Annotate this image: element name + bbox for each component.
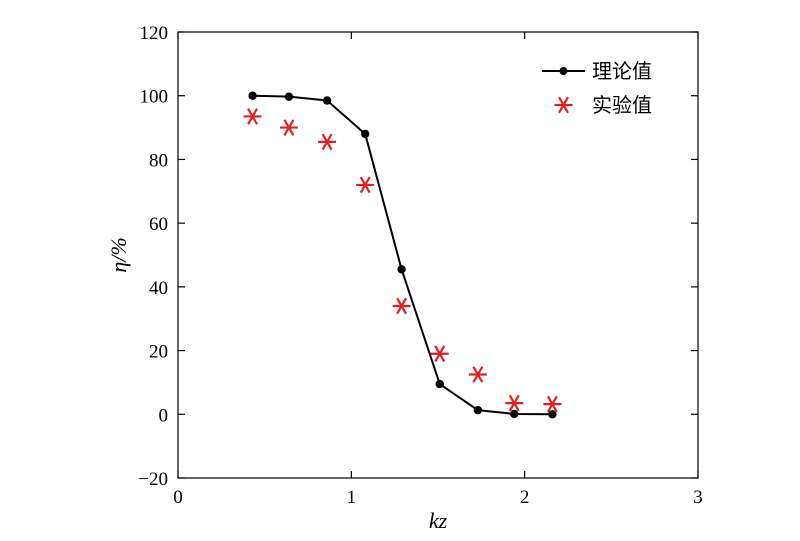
theory-point [322,96,332,105]
legend: 理论值 实验值 [542,59,652,117]
theory-point [548,410,557,419]
y-axis-label: η/% [106,237,131,272]
theory-point [284,92,294,101]
experiment-point [543,395,562,413]
y-tick-label: 0 [159,405,169,426]
legend-theory-label: 理论值 [592,59,652,83]
experiment-point [243,108,262,125]
experiment-point [430,345,449,363]
axis-ticks [177,31,699,479]
experiment-point [279,119,298,136]
y-tick-label: 100 [140,87,169,108]
x-tick-label: 3 [693,487,703,508]
series-layer [243,91,562,419]
experiment-point [392,297,411,315]
legend-experiment-marker [554,96,573,114]
x-tick-label: 1 [347,487,357,508]
theory-point [473,405,483,415]
legend-theory-marker [559,67,568,75]
experiment-point [318,133,337,151]
x-tick-label: 0 [173,487,183,508]
experiment-point [356,176,375,194]
x-tick-label: 2 [520,487,530,508]
y-tick-label: 60 [149,214,168,235]
theory-point [397,265,406,274]
theory-point [248,91,257,100]
legend-asterisk [554,96,573,114]
y-tick-label: −20 [138,469,168,490]
theory-point [435,379,444,389]
legend-experiment-label: 实验值 [592,93,652,117]
theory-point [361,129,370,139]
theory-point [510,409,519,419]
x-axis-label: kz [429,508,448,533]
y-tick-label: 80 [149,150,168,171]
theory-series-line [252,94,553,416]
y-tick-label: 120 [140,23,169,44]
plot-frame [177,31,699,479]
experiment-point [505,394,524,412]
experiment-point [468,366,487,383]
y-tick-label: 20 [149,342,168,363]
y-tick-label: 40 [149,278,168,299]
